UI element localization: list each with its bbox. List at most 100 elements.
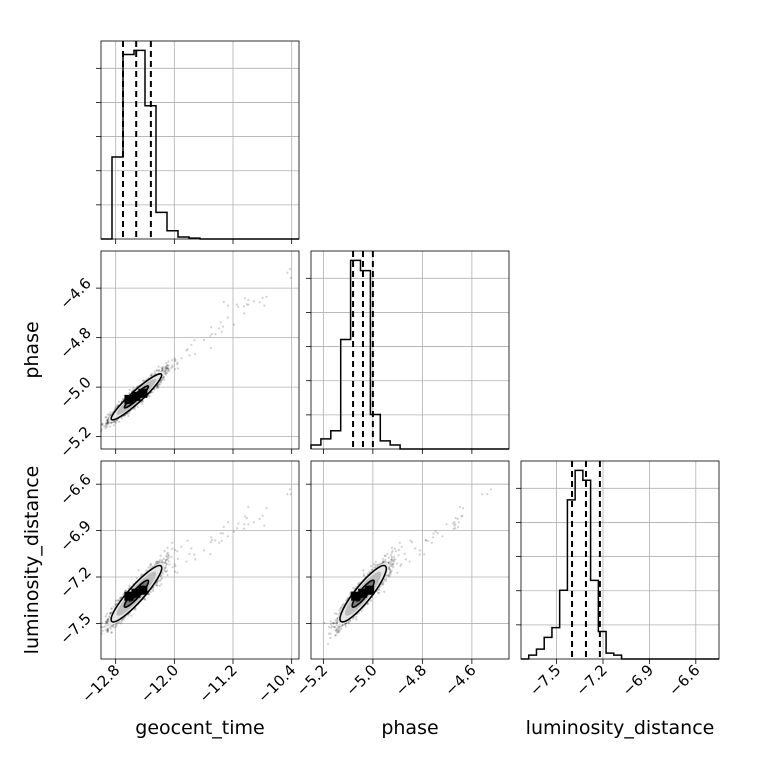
sample-point — [164, 561, 167, 564]
sample-point — [236, 303, 239, 306]
sample-point — [160, 366, 163, 369]
sample-point — [114, 421, 118, 424]
sample-point — [222, 300, 225, 303]
sample-point — [112, 605, 115, 608]
sample-point — [104, 425, 107, 428]
histogram-luminosity_distance — [521, 469, 719, 660]
sample-point — [136, 405, 140, 408]
sample-point — [113, 421, 116, 424]
sample-point — [173, 368, 177, 371]
sample-point — [150, 372, 153, 375]
sample-point — [152, 589, 155, 593]
sample-point — [128, 388, 131, 392]
panel-grid — [521, 461, 719, 659]
sample-point — [142, 379, 145, 382]
sample-point — [166, 363, 169, 366]
sample-point — [174, 358, 177, 361]
sample-point — [149, 564, 152, 568]
sample-point — [180, 357, 183, 360]
sample-point — [167, 370, 170, 373]
sample-point — [147, 566, 150, 569]
sample-point — [194, 353, 197, 356]
panel-frame — [100, 250, 300, 450]
sample-point — [165, 364, 169, 367]
sample-point — [128, 391, 131, 395]
sample-point — [155, 385, 158, 388]
sample-point — [156, 369, 159, 372]
sample-point — [226, 316, 229, 319]
panel-frame — [310, 250, 510, 450]
sample-point — [157, 365, 160, 368]
sample-point — [149, 590, 152, 594]
sample-point — [106, 419, 109, 422]
sample-point — [104, 629, 107, 632]
sample-point — [164, 365, 167, 369]
sample-point — [221, 325, 225, 328]
sample-point — [142, 379, 145, 382]
sample-point — [114, 407, 117, 410]
sample-point — [155, 560, 158, 563]
sample-point — [165, 371, 169, 374]
sample-point — [176, 362, 179, 366]
sample-point — [237, 305, 240, 308]
sample-point — [159, 558, 162, 562]
sample-point — [112, 424, 115, 427]
sample-point — [110, 607, 113, 610]
sample-point — [107, 624, 110, 627]
panel-frame — [100, 40, 300, 240]
sample-point — [190, 343, 193, 346]
sample-point — [101, 423, 104, 426]
sample-point — [162, 378, 166, 381]
sample-point — [162, 375, 165, 379]
sample-point — [263, 304, 266, 307]
sample-point — [150, 374, 153, 377]
sample-point — [160, 583, 163, 586]
x-tick-label: −7.5 — [526, 661, 564, 699]
sample-point — [165, 368, 168, 371]
panel-grid — [101, 41, 299, 239]
sample-point — [163, 372, 167, 375]
sample-point — [109, 411, 112, 414]
x-tick-label: −6.9 — [619, 661, 657, 699]
panel-grid — [101, 461, 299, 659]
panel-frame — [520, 460, 720, 660]
sample-point — [104, 423, 107, 426]
sample-point — [106, 413, 109, 416]
sample-point — [163, 550, 166, 553]
sample-point — [265, 295, 268, 298]
panel-grid — [101, 251, 299, 449]
sample-point — [115, 404, 118, 407]
sample-point — [247, 299, 250, 302]
y-tick-label: −4.8 — [56, 324, 94, 362]
sample-point — [104, 615, 107, 618]
sample-point — [157, 369, 160, 372]
panel-geocent_time-vs-phase: −5.2−5.0−4.8−4.6 — [56, 250, 300, 461]
sample-point — [289, 276, 292, 279]
sample-point — [106, 422, 109, 425]
sample-point — [165, 563, 168, 566]
sample-point — [162, 377, 165, 380]
y-tick-label: −5.2 — [56, 423, 94, 461]
sample-point — [104, 416, 107, 419]
sample-point — [163, 366, 166, 369]
sample-point — [155, 369, 158, 372]
sample-point — [106, 630, 109, 633]
sample-point — [158, 383, 161, 386]
sample-point — [261, 296, 264, 299]
sample-point — [159, 554, 162, 557]
sample-point — [150, 374, 153, 377]
panel-geocent_time — [96, 40, 300, 244]
sample-point — [158, 383, 161, 386]
sample-point — [186, 539, 189, 542]
sample-point — [101, 629, 104, 632]
sample-point — [160, 381, 163, 384]
sample-point — [161, 367, 164, 370]
sample-point — [171, 364, 174, 367]
sample-point — [165, 367, 168, 370]
sample-point — [214, 333, 217, 336]
sample-point — [106, 416, 110, 419]
histogram-geocent_time — [101, 49, 299, 240]
sample-point — [165, 364, 168, 367]
sample-point — [149, 374, 152, 377]
sample-point — [164, 367, 167, 370]
